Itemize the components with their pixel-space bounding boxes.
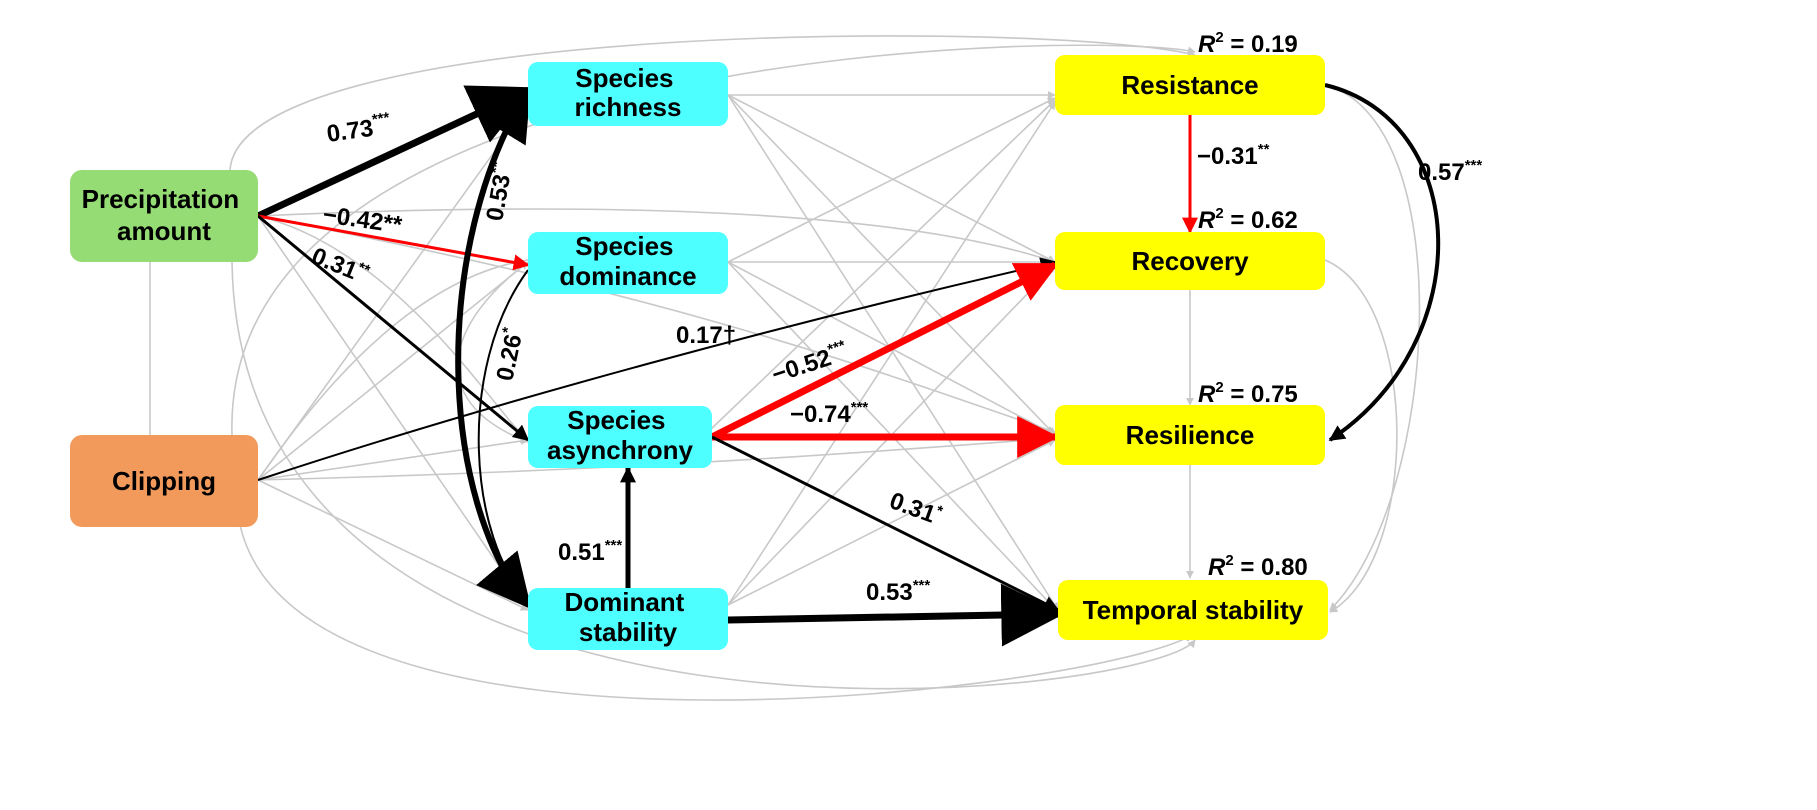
- path-resistance-resilience: [1324, 83, 1441, 442]
- svg-text:Resilience: Resilience: [1126, 420, 1255, 450]
- node-clipping: Clipping: [70, 435, 258, 527]
- node-species-asynchrony-line-2: asynchrony: [547, 435, 693, 465]
- path-clipping-asynchrony-ns: [257, 437, 529, 481]
- node-dominant-stability: Dominant stability: [528, 587, 728, 650]
- path-resistance-temporal-ns: [1324, 84, 1421, 611]
- node-resistance-line-1: Resistance: [1121, 70, 1258, 100]
- svg-text:Species dominance: Species dominance: [559, 231, 696, 291]
- coef-precip-richness: 0.73***: [325, 109, 393, 148]
- svg-text:Species asynchrony: Species asynchrony: [547, 405, 693, 465]
- path-dominance-domstab: [477, 269, 530, 602]
- node-temporal-stability-line-1: Temporal stability: [1083, 595, 1304, 625]
- svg-text:Recovery: Recovery: [1131, 246, 1249, 276]
- path-dominance-resistance-ns: [727, 97, 1056, 263]
- svg-text:Dominant stability: Dominant stability: [564, 587, 691, 647]
- path-richness-resilience-ns: [727, 94, 1056, 436]
- node-recovery-line-1: Recovery: [1131, 246, 1249, 276]
- path-clipping-recovery: [257, 257, 1057, 481]
- svg-text:Precipitation amount: Precipitation amount: [82, 184, 247, 246]
- path-precip-asynchrony: [257, 214, 530, 442]
- node-resilience-line-1: Resilience: [1126, 420, 1255, 450]
- node-species-dominance-line-1: Species: [575, 231, 673, 261]
- path-richness-recovery-ns: [727, 94, 1056, 263]
- coef-asynchrony-resilience: −0.74***: [790, 399, 868, 428]
- coef-asynchrony-temporal: 0.31*: [886, 486, 945, 530]
- svg-text:Clipping: Clipping: [112, 466, 216, 496]
- node-species-richness: Species richness: [528, 62, 728, 126]
- path-richness-domstab: [455, 85, 532, 610]
- path-clipping-temporal-ns: [239, 524, 1193, 701]
- r2-recovery: R2 = 0.62: [1198, 205, 1298, 234]
- significant-paths: [256, 83, 1441, 647]
- node-dominant-stability-line-1: Dominant: [564, 587, 684, 617]
- path-domstab-temporal: [727, 583, 1065, 647]
- path-precip-resistance-ns: [229, 35, 1196, 171]
- coef-richness-domstab: 0.53**: [479, 160, 518, 223]
- path-precip-resilience-ns: [257, 215, 1056, 434]
- path-asynchrony-resistance-ns: [709, 99, 1056, 431]
- node-precipitation-amount-line-1: Precipitation: [82, 184, 239, 214]
- r2-resistance: R2 = 0.19: [1198, 29, 1298, 58]
- svg-text:Species richness: Species richness: [575, 63, 682, 122]
- node-dominant-stability-line-2: stability: [579, 617, 678, 647]
- node-resilience: Resilience: [1055, 405, 1325, 465]
- nodes: Precipitation amount Clipping Species ri…: [70, 55, 1328, 650]
- path-domstab-resilience-ns: [727, 439, 1056, 606]
- path-recovery-temporal-ns: [1324, 259, 1398, 613]
- node-clipping-line-1: Clipping: [112, 466, 216, 496]
- path-clipping-resilience-ns: [257, 434, 1056, 481]
- coef-clipping-recovery: 0.17†: [676, 322, 736, 349]
- node-precipitation-amount-line-2: amount: [117, 216, 211, 246]
- path-precip-temporal-ns: [231, 261, 1196, 690]
- svg-text:Temporal stability: Temporal stability: [1083, 595, 1304, 625]
- node-recovery: Recovery: [1055, 232, 1325, 290]
- node-species-richness-line-1: Species: [575, 63, 673, 93]
- coef-resistance-resilience: 0.57***: [1418, 157, 1482, 186]
- coef-asynchrony-recovery: −0.52***: [768, 337, 852, 389]
- coef-resistance-recovery: −0.31**: [1197, 141, 1270, 170]
- node-species-asynchrony: Species asynchrony: [528, 405, 712, 468]
- path-precip-domstab-ns: [257, 215, 529, 609]
- node-temporal-stability: Temporal stability: [1058, 580, 1328, 640]
- r2-resilience: R2 = 0.75: [1198, 379, 1298, 408]
- r-squared-labels: R2 = 0.19 R2 = 0.62 R2 = 0.75 R2 = 0.80: [1198, 29, 1308, 581]
- path-asynchrony-recovery: [710, 261, 1059, 441]
- path-clipping-dominance-ns: [257, 261, 529, 481]
- r2-temporal-stability: R2 = 0.80: [1208, 552, 1308, 581]
- coef-domstab-temporal: 0.53***: [866, 577, 930, 606]
- path-asynchrony-temporal: [711, 435, 1060, 612]
- path-clipping-domstab-ns: [257, 479, 529, 611]
- node-species-dominance: Species dominance: [528, 231, 728, 294]
- path-domstab-resistance-ns: [727, 101, 1056, 606]
- node-resistance: Resistance: [1055, 55, 1325, 115]
- path-coefficients: 0.73*** −0.42** 0.31** 0.53** 0.26* 0.17…: [308, 109, 1483, 606]
- coef-domstab-asynchrony: 0.51***: [558, 537, 622, 566]
- node-species-dominance-line-2: dominance: [559, 261, 696, 291]
- svg-text:Resistance: Resistance: [1121, 70, 1258, 100]
- node-species-asynchrony-line-1: Species: [567, 405, 665, 435]
- coef-precip-dominance: −0.42**: [321, 201, 404, 239]
- node-precipitation-amount: Precipitation amount: [70, 170, 258, 262]
- path-precip-recovery-ns: [257, 208, 1056, 264]
- node-species-richness-line-2: richness: [575, 92, 682, 122]
